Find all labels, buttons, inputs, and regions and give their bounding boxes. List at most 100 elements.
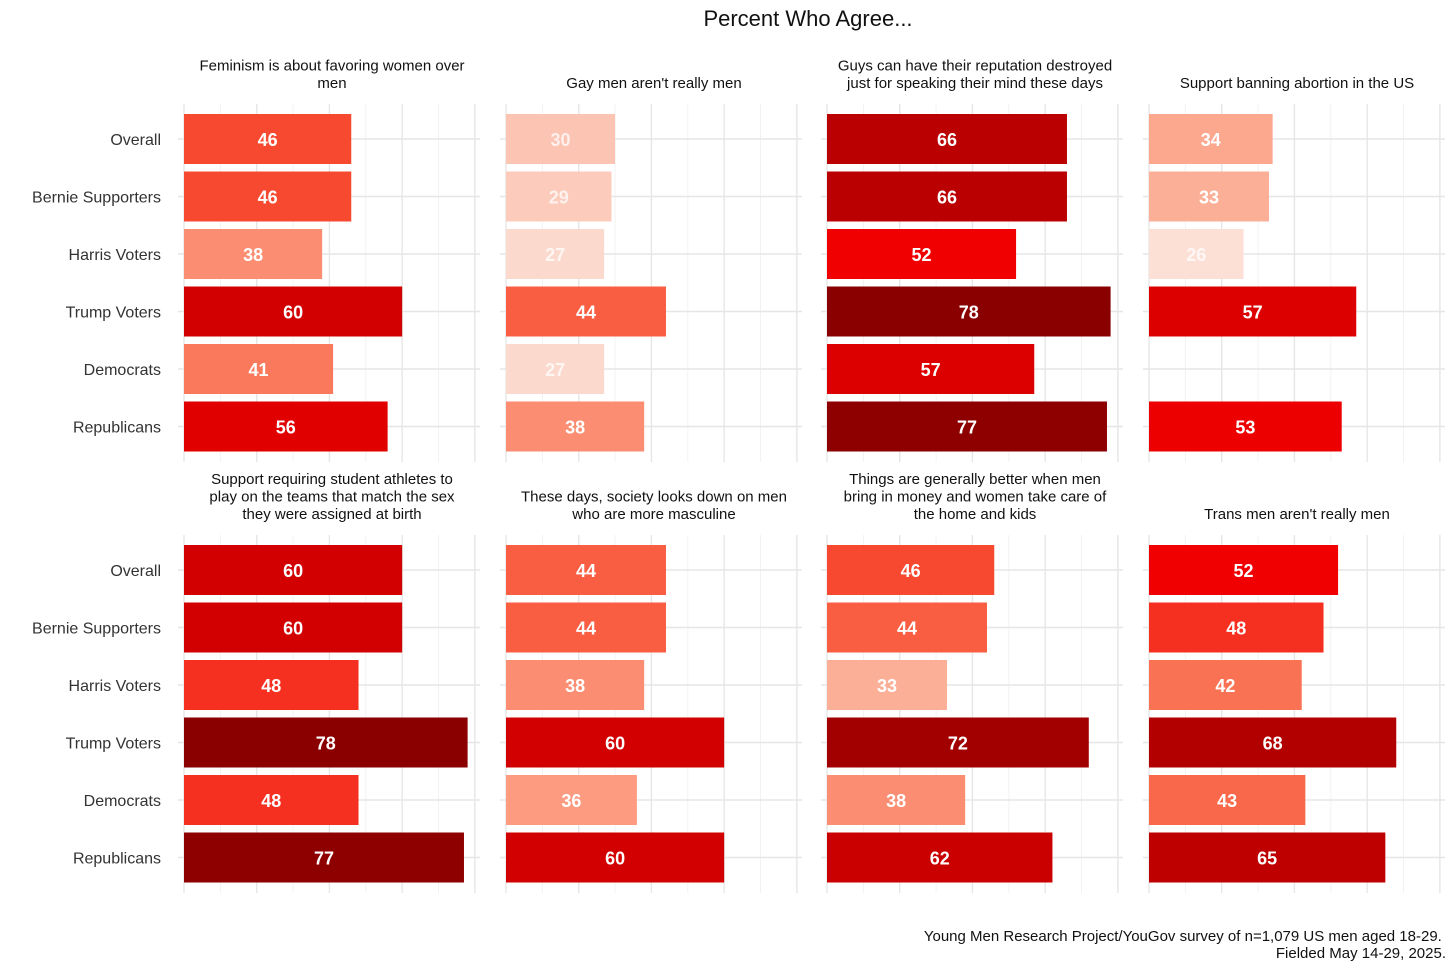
bar bbox=[184, 344, 334, 394]
data-label: 46 bbox=[258, 188, 278, 208]
facet-title: Things are generally better when men brin… bbox=[844, 471, 1107, 523]
facet-panel: Support requiring student athletes to pla… bbox=[178, 471, 480, 893]
data-label: 60 bbox=[605, 849, 625, 869]
facet-title-line: who are more masculine bbox=[571, 506, 735, 523]
data-label: 78 bbox=[959, 303, 979, 323]
data-label: 36 bbox=[561, 791, 581, 811]
facet-title: Gay men aren't really men bbox=[566, 75, 741, 92]
data-label: 38 bbox=[243, 245, 263, 265]
facet-title-line: play on the teams that match the sex bbox=[209, 489, 455, 506]
facet-panel: Trans men aren't really men 52 48 42 68 43 65 bbox=[1143, 506, 1445, 893]
category-label: Trump Voters bbox=[66, 305, 161, 322]
data-label: 60 bbox=[283, 619, 303, 639]
bar bbox=[506, 660, 645, 710]
category-label: Overall bbox=[110, 563, 161, 580]
bar bbox=[827, 832, 1053, 883]
category-label: Republicans bbox=[73, 851, 161, 868]
facet-panel: These days, society looks down on men who… bbox=[500, 489, 802, 893]
facet-panels: Overall Bernie Supporters Harris Voters Tru… bbox=[32, 58, 1445, 893]
bar bbox=[184, 545, 403, 595]
facet-title-line: bring in money and women take care of bbox=[844, 489, 1107, 506]
data-label: 27 bbox=[545, 360, 565, 380]
facet-title-line: Feminism is about favoring women over bbox=[199, 58, 464, 75]
bar bbox=[1149, 171, 1269, 222]
facet-panel: Feminism is about favoring women over men… bbox=[178, 58, 480, 462]
facet-title-line: Things are generally better when men bbox=[849, 471, 1101, 488]
data-label: 52 bbox=[1234, 561, 1254, 581]
data-label: 46 bbox=[258, 130, 278, 150]
category-axis: Overall Bernie Supporters Harris Voters Tru… bbox=[32, 132, 161, 437]
bar bbox=[827, 401, 1107, 452]
category-label: Republicans bbox=[73, 420, 161, 437]
data-label: 48 bbox=[261, 791, 281, 811]
data-label: 66 bbox=[937, 130, 957, 150]
bar bbox=[184, 660, 359, 710]
bar bbox=[827, 114, 1067, 164]
bar bbox=[506, 401, 645, 452]
data-label: 60 bbox=[605, 734, 625, 754]
data-label: 38 bbox=[886, 791, 906, 811]
data-label: 56 bbox=[276, 418, 296, 438]
data-label: 52 bbox=[912, 245, 932, 265]
facet-panel: Gay men aren't really men 30 29 27 44 27 38 bbox=[500, 75, 802, 462]
facet-title: Trans men aren't really men bbox=[1204, 506, 1390, 523]
facet-title: Support banning abortion in the US bbox=[1180, 75, 1414, 92]
data-label: 60 bbox=[283, 561, 303, 581]
facet-title: Feminism is about favoring women over men bbox=[199, 58, 464, 93]
facet-panel: Guys can have their reputation destroyed… bbox=[821, 58, 1123, 462]
bar bbox=[506, 344, 605, 394]
bar bbox=[184, 602, 403, 653]
bar bbox=[1149, 602, 1324, 653]
bar bbox=[506, 229, 605, 279]
facet-title-line: Gay men aren't really men bbox=[566, 75, 741, 92]
bar bbox=[827, 344, 1035, 394]
data-label: 26 bbox=[1186, 245, 1206, 265]
data-label: 44 bbox=[576, 619, 596, 639]
data-label: 46 bbox=[901, 561, 921, 581]
bar bbox=[827, 775, 966, 825]
data-label: 38 bbox=[565, 676, 585, 696]
bar bbox=[184, 229, 323, 279]
bar bbox=[184, 832, 464, 883]
bar bbox=[506, 717, 725, 768]
data-label: 60 bbox=[283, 303, 303, 323]
bar bbox=[184, 114, 352, 164]
category-label: Trump Voters bbox=[66, 736, 161, 753]
chart-title: Percent Who Agree... bbox=[703, 6, 912, 31]
facet-title: These days, society looks down on men who… bbox=[521, 489, 787, 524]
data-label: 77 bbox=[957, 418, 977, 438]
facet-title-line: Trans men aren't really men bbox=[1204, 506, 1390, 523]
bar bbox=[827, 717, 1089, 768]
bar bbox=[827, 545, 995, 595]
bar bbox=[1149, 229, 1244, 279]
bar bbox=[1149, 545, 1339, 595]
data-label: 65 bbox=[1257, 849, 1277, 869]
category-axis: Overall Bernie Supporters Harris Voters Tru… bbox=[32, 563, 161, 868]
data-label: 38 bbox=[565, 418, 585, 438]
caption-line: Fielded May 14-29, 2025. bbox=[1276, 945, 1446, 962]
bar bbox=[1149, 401, 1342, 452]
bar bbox=[184, 401, 388, 452]
bar bbox=[827, 286, 1111, 337]
bar bbox=[1149, 660, 1302, 710]
bar bbox=[184, 171, 352, 222]
facet-title: Guys can have their reputation destroyed… bbox=[838, 58, 1112, 93]
facet-title-line: the home and kids bbox=[914, 506, 1037, 523]
facet-title-line: just for speaking their mind these days bbox=[846, 75, 1103, 92]
category-label: Democrats bbox=[84, 793, 161, 810]
category-label: Harris Voters bbox=[69, 247, 161, 264]
bar bbox=[184, 717, 468, 768]
data-label: 44 bbox=[576, 561, 596, 581]
bar bbox=[506, 286, 666, 337]
bar bbox=[827, 171, 1067, 222]
category-label: Democrats bbox=[84, 362, 161, 379]
bar bbox=[184, 775, 359, 825]
category-label: Bernie Supporters bbox=[32, 621, 161, 638]
bar bbox=[1149, 717, 1397, 768]
data-label: 48 bbox=[261, 676, 281, 696]
data-label: 44 bbox=[576, 303, 596, 323]
data-label: 27 bbox=[545, 245, 565, 265]
category-label: Overall bbox=[110, 132, 161, 149]
data-label: 77 bbox=[314, 849, 334, 869]
bar bbox=[827, 660, 947, 710]
